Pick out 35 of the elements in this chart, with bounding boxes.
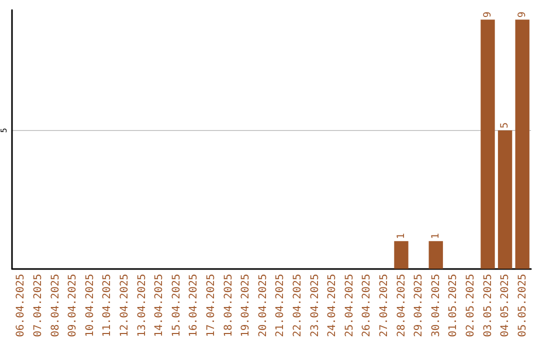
x-tick-label: 08.04.2025 — [49, 274, 62, 338]
x-tick-label: 07.04.2025 — [32, 274, 44, 338]
x-tick-label: 29.04.2025 — [412, 274, 425, 338]
data-label: 5 — [500, 122, 511, 128]
x-tick-label: 02.05.2025 — [464, 274, 476, 338]
x-tick-label: 01.05.2025 — [447, 274, 460, 338]
x-tick-label: 17.04.2025 — [204, 274, 217, 338]
x-tick-label: 11.04.2025 — [101, 274, 114, 338]
x-tick-label: 15.04.2025 — [170, 274, 182, 338]
data-label: 9 — [482, 12, 494, 18]
x-tick-label: 24.04.2025 — [326, 274, 338, 338]
data-label: 1 — [396, 233, 407, 240]
x-tick-label: 13.04.2025 — [136, 274, 148, 338]
x-tick-label: 18.04.2025 — [222, 274, 234, 338]
x-tick-label: 25.04.2025 — [343, 274, 356, 338]
x-tick-label: 09.04.2025 — [66, 274, 79, 338]
x-tick-label: 21.04.2025 — [274, 274, 286, 338]
data-label: 1 — [430, 233, 442, 240]
x-tick-label: 23.04.2025 — [308, 274, 321, 338]
x-tick-label: 10.04.2025 — [84, 274, 96, 338]
x-tick-label: 12.04.2025 — [118, 274, 130, 338]
x-tick-label: 26.04.2025 — [360, 274, 373, 338]
x-tick-label: 22.04.2025 — [291, 274, 304, 338]
x-tick-label: 05.05.2025 — [516, 274, 528, 338]
x-tick-label: 28.04.2025 — [395, 274, 408, 338]
x-tick-label: 20.04.2025 — [256, 274, 269, 338]
x-tick-label: 27.04.2025 — [378, 274, 390, 338]
x-tick-label: 14.04.2025 — [153, 274, 166, 338]
x-tick-label: 06.04.2025 — [14, 274, 27, 338]
x-tick-label: 16.04.2025 — [188, 274, 200, 338]
data-label: 9 — [516, 12, 528, 18]
x-tick-label: 30.04.2025 — [430, 274, 442, 338]
x-tick-label: 03.05.2025 — [482, 274, 494, 338]
x-tick-label: 19.04.2025 — [240, 274, 252, 338]
x-tick-label: 04.05.2025 — [499, 274, 512, 338]
